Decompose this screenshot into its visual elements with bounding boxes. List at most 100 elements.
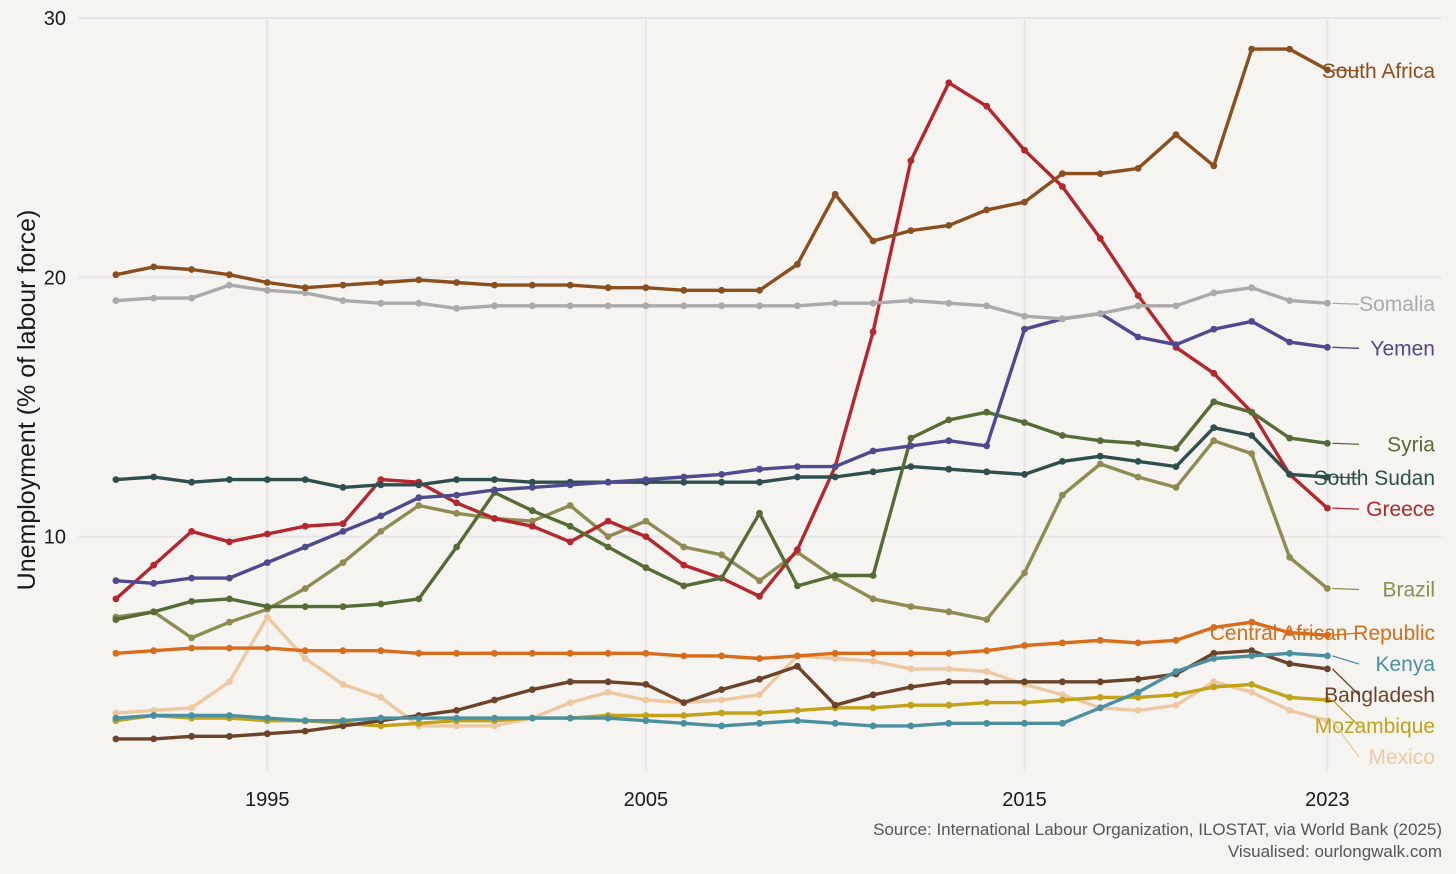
data-point <box>453 649 460 657</box>
series-brazil <box>112 437 1331 642</box>
y-tick-label: 20 <box>44 267 66 289</box>
data-point <box>301 603 309 610</box>
series-label-mexico: Mexico <box>1368 746 1435 769</box>
data-point <box>604 678 612 686</box>
data-point <box>1324 696 1331 704</box>
data-point <box>1096 694 1104 701</box>
gridlines <box>78 17 1441 770</box>
data-point <box>150 735 158 743</box>
x-tick-label: 1995 <box>245 789 290 811</box>
data-point <box>945 701 953 709</box>
data-point <box>794 473 801 481</box>
data-point <box>1172 668 1180 675</box>
data-point <box>680 699 688 706</box>
data-point <box>1134 292 1142 299</box>
data-point <box>718 686 725 693</box>
data-point <box>680 582 688 590</box>
data-point <box>1134 688 1142 696</box>
data-point <box>1134 439 1142 447</box>
series-kenya <box>112 649 1331 730</box>
data-point <box>150 608 158 616</box>
data-point <box>1059 170 1066 178</box>
data-point <box>831 473 839 481</box>
data-point <box>1172 463 1180 470</box>
data-point <box>869 468 877 476</box>
data-point <box>415 502 423 509</box>
data-point <box>415 714 423 722</box>
data-point <box>945 299 953 307</box>
data-point <box>831 701 839 709</box>
data-point <box>491 696 498 704</box>
data-point <box>1134 473 1142 481</box>
data-point <box>831 190 839 198</box>
data-point <box>642 284 650 292</box>
series-line-yemen <box>114 311 1330 585</box>
data-point <box>339 717 347 725</box>
data-point <box>112 595 120 603</box>
data-point <box>604 302 612 310</box>
data-point <box>263 476 271 483</box>
data-point <box>301 289 309 297</box>
series-label-brazil: Brazil <box>1382 578 1435 601</box>
data-point <box>869 237 877 245</box>
label-leader-brazil <box>1332 587 1360 591</box>
x-tick-label: 2015 <box>1002 789 1047 811</box>
data-point <box>188 712 196 719</box>
data-point <box>907 434 915 442</box>
series-lines <box>112 45 1331 743</box>
data-point <box>1172 484 1180 491</box>
data-point <box>604 688 612 696</box>
data-point <box>1248 318 1256 325</box>
data-point <box>263 714 271 722</box>
data-point <box>1134 707 1142 714</box>
data-point <box>377 512 385 520</box>
series-syria <box>112 398 1331 623</box>
data-point <box>680 712 688 719</box>
data-point <box>1286 707 1293 714</box>
data-point <box>1324 343 1331 351</box>
data-point <box>1172 302 1180 310</box>
data-point <box>1059 432 1066 439</box>
data-point <box>1210 369 1218 377</box>
data-point <box>112 271 120 279</box>
data-point <box>794 662 801 670</box>
data-point <box>1248 681 1256 688</box>
label-leader-south-africa <box>1332 69 1360 72</box>
data-point <box>188 294 196 302</box>
data-point <box>718 551 725 559</box>
data-point <box>794 707 801 714</box>
data-point <box>150 647 158 655</box>
data-point <box>718 574 725 582</box>
data-point <box>1096 310 1104 317</box>
data-point <box>869 691 877 699</box>
data-point <box>1248 408 1256 416</box>
data-point <box>566 678 574 686</box>
data-point <box>642 302 650 310</box>
data-point <box>1134 639 1142 647</box>
data-point <box>226 678 233 686</box>
data-point <box>301 543 309 551</box>
data-point <box>1096 437 1104 445</box>
series-label-yemen: Yemen <box>1370 337 1435 360</box>
data-point <box>150 473 158 481</box>
data-point <box>188 574 196 582</box>
data-point <box>566 302 574 310</box>
data-point <box>528 522 536 530</box>
data-point <box>1248 688 1256 696</box>
data-point <box>794 546 801 553</box>
data-point <box>604 543 612 551</box>
series-line-south-africa <box>114 47 1330 292</box>
data-point <box>1210 678 1218 686</box>
data-point <box>1210 649 1218 657</box>
data-point <box>301 585 309 592</box>
data-point <box>226 538 233 546</box>
data-point <box>377 647 385 655</box>
label-leader-yemen <box>1332 346 1360 349</box>
data-point <box>263 613 271 621</box>
data-point <box>453 714 460 722</box>
data-point <box>756 592 763 600</box>
data-point <box>945 437 953 445</box>
data-point <box>453 279 460 286</box>
data-point <box>1134 458 1142 465</box>
data-point <box>1096 235 1104 242</box>
